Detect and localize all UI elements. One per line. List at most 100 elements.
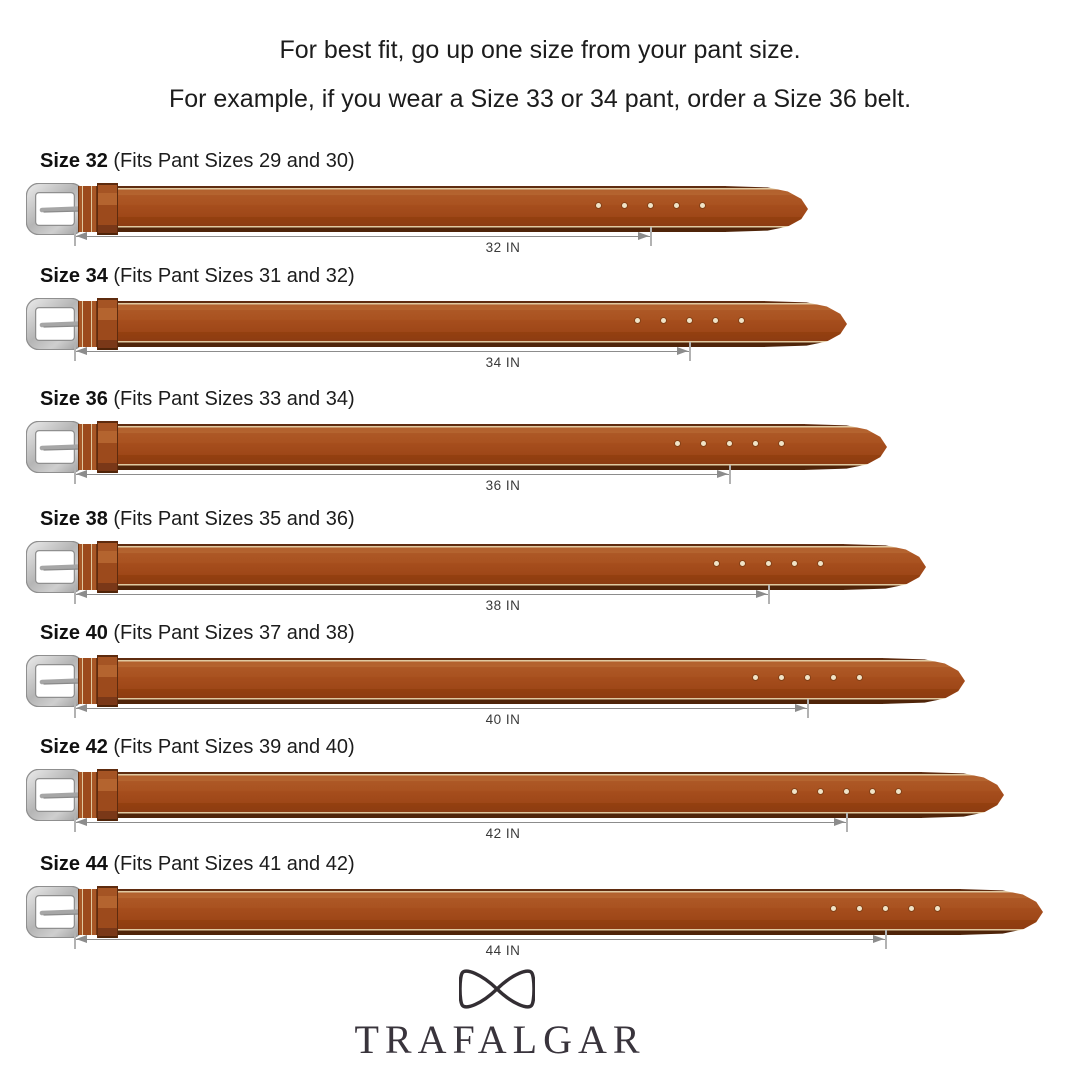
- belt-strap: [78, 186, 726, 232]
- belt-strap: [78, 889, 961, 935]
- measure-arrowhead-right: [717, 470, 728, 478]
- belt-row: Size 34 (Fits Pant Sizes 31 and 32): [0, 265, 1080, 381]
- belt-size-label: Size 42: [40, 736, 108, 758]
- belt-tip: [842, 544, 926, 590]
- belt-keeper-loop: [97, 886, 118, 938]
- belt-size-label: Size 34: [40, 265, 108, 287]
- belt-hole: [595, 203, 601, 208]
- belt-illustration: [0, 769, 1080, 821]
- belt-keeper-loop: [97, 421, 118, 473]
- measure-tick-right: [689, 342, 691, 361]
- belt-hole: [699, 203, 705, 208]
- measure-tick-left: [74, 585, 76, 604]
- belt-hole: [817, 561, 823, 566]
- belt-hole: [700, 441, 706, 446]
- measure-arrowhead-right: [834, 818, 845, 826]
- belt-row-label: Size 38 (Fits Pant Sizes 35 and 36): [40, 508, 355, 531]
- belt-fold: [78, 186, 97, 232]
- belt-hole: [726, 441, 732, 446]
- belt-hole: [739, 561, 745, 566]
- belt-hole: [895, 789, 901, 794]
- measure-line: [75, 351, 689, 352]
- belt-row-label: Size 32 (Fits Pant Sizes 29 and 30): [40, 150, 355, 173]
- belt-hole: [882, 906, 888, 911]
- belt-size-label: Size 36: [40, 388, 108, 410]
- belt-hole: [686, 318, 692, 323]
- belt-row: Size 42 (Fits Pant Sizes 39 and 40): [0, 736, 1080, 852]
- measure-length-label: 40 IN: [485, 712, 521, 727]
- belt-strap: [78, 772, 922, 818]
- belt-illustration: [0, 421, 1080, 473]
- measure-tick-right: [807, 699, 809, 718]
- belt-hole: [817, 789, 823, 794]
- belt-fold: [78, 889, 97, 935]
- belt-hole: [843, 789, 849, 794]
- belt-illustration: [0, 655, 1080, 707]
- belt-keeper-loop: [97, 541, 118, 593]
- belt-hole: [830, 675, 836, 680]
- measure-arrowhead-right: [638, 232, 649, 240]
- measure-tick-right: [768, 585, 770, 604]
- measure-tick-right: [885, 930, 887, 949]
- belt-tip: [724, 186, 808, 232]
- belt-row: Size 40 (Fits Pant Sizes 37 and 38): [0, 622, 1080, 738]
- belt-hole: [712, 318, 718, 323]
- belt-hole: [804, 675, 810, 680]
- measure-tick-left: [74, 813, 76, 832]
- belt-strap: [78, 301, 765, 347]
- belt-strap: [78, 424, 805, 470]
- belt-fits-label: (Fits Pant Sizes 33 and 34): [113, 388, 355, 410]
- belt-fold: [78, 301, 97, 347]
- belt-tip: [920, 772, 1004, 818]
- belt-row-label: Size 42 (Fits Pant Sizes 39 and 40): [40, 736, 355, 759]
- brand-footer: TRAFALGAR: [0, 968, 994, 1063]
- belt-hole: [634, 318, 640, 323]
- belt-fits-label: (Fits Pant Sizes 29 and 30): [113, 150, 355, 172]
- belt-hole: [621, 203, 627, 208]
- belt-hole: [778, 441, 784, 446]
- measure-line: [75, 236, 650, 237]
- belt-row-label: Size 36 (Fits Pant Sizes 33 and 34): [40, 388, 355, 411]
- measure-arrowhead-right: [873, 935, 884, 943]
- belt-illustration: [0, 886, 1080, 938]
- belt-size-label: Size 32: [40, 150, 108, 172]
- measure-tick-right: [650, 227, 652, 246]
- measure-length-label: 34 IN: [485, 355, 521, 370]
- belt-row-label: Size 34 (Fits Pant Sizes 31 and 32): [40, 265, 355, 288]
- belt-tip: [763, 301, 847, 347]
- belt-hole: [673, 203, 679, 208]
- belt-fold: [78, 544, 97, 590]
- measure-length-label: 32 IN: [485, 240, 521, 255]
- measure-arrowhead-right: [677, 347, 688, 355]
- belt-hole: [765, 561, 771, 566]
- belt-row-label: Size 44 (Fits Pant Sizes 41 and 42): [40, 853, 355, 876]
- belt-size-label: Size 40: [40, 622, 108, 644]
- belt-fold: [78, 772, 97, 818]
- brand-name: TRAFALGAR: [354, 1017, 646, 1062]
- belt-strap: [78, 544, 844, 590]
- belt-illustration: [0, 298, 1080, 350]
- belt-fold: [78, 424, 97, 470]
- measure-tick-left: [74, 465, 76, 484]
- measure-tick-left: [74, 342, 76, 361]
- measure-line: [75, 474, 729, 475]
- belt-row: Size 36 (Fits Pant Sizes 33 and 34): [0, 388, 1080, 504]
- belt-size-label: Size 38: [40, 508, 108, 530]
- belt-row: Size 32 (Fits Pant Sizes 29 and 30): [0, 150, 1080, 266]
- measure-tick-left: [74, 699, 76, 718]
- belt-hole: [791, 789, 797, 794]
- belt-hole: [856, 675, 862, 680]
- measure-line: [75, 594, 768, 595]
- belt-hole: [791, 561, 797, 566]
- measure-arrowhead-right: [756, 590, 767, 598]
- belt-fits-label: (Fits Pant Sizes 31 and 32): [113, 265, 355, 287]
- belt-fold: [78, 658, 97, 704]
- header-instruction-line2: For example, if you wear a Size 33 or 34…: [168, 85, 912, 113]
- belt-fits-label: (Fits Pant Sizes 41 and 42): [113, 853, 355, 875]
- belt-row: Size 44 (Fits Pant Sizes 41 and 42): [0, 853, 1080, 969]
- belt-hole: [908, 906, 914, 911]
- belt-tip: [959, 889, 1043, 935]
- belt-hole: [647, 203, 653, 208]
- belt-fits-label: (Fits Pant Sizes 37 and 38): [113, 622, 355, 644]
